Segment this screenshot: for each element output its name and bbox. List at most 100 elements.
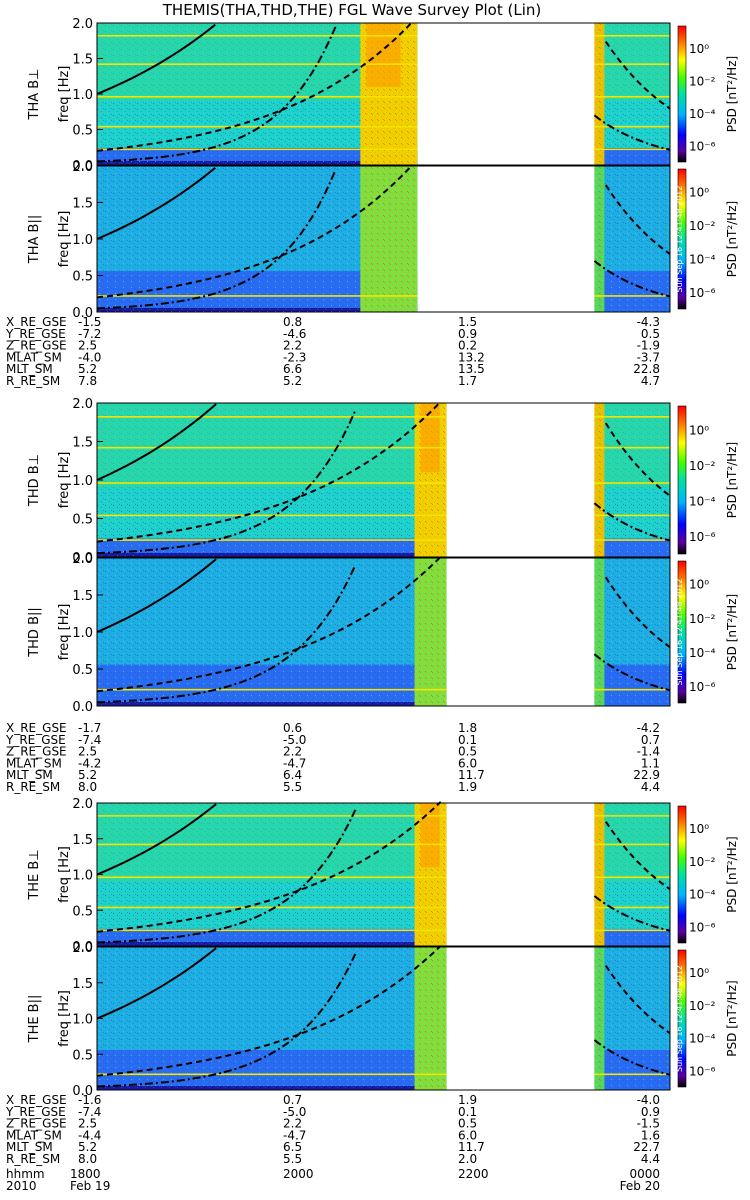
ephemeris-value: 6.4 (283, 768, 302, 782)
cyclotron-curve-solid (96, 947, 217, 1020)
y-tick-label: 0.5 (72, 270, 93, 285)
y-tick-label: 1.5 (72, 436, 93, 451)
colorbar-label: PSD [nT²/Hz] (725, 980, 739, 1056)
high-power-speckle (594, 558, 605, 706)
cyclotron-curve-dashed (96, 401, 442, 543)
panel-label: THD B⊥ (27, 454, 42, 507)
colorbar-tick-label: 10⁻² (689, 612, 716, 626)
ephemeris-value: 5.2 (78, 768, 97, 782)
ephemeris-value: 1.6 (641, 1128, 660, 1142)
ephemeris-value: -1.9 (637, 339, 660, 353)
y-axis-label: freq [Hz] (57, 604, 72, 661)
ephemeris-value: 0.1 (458, 1105, 477, 1119)
ephemeris-value: 1.1 (641, 756, 660, 770)
cyclotron-curve-dashdot (96, 409, 357, 555)
cyclotron-curve-dashdot (593, 114, 671, 151)
cyclotron-curve-dashed (604, 576, 671, 649)
y-tick-label: 0.0 (72, 940, 93, 955)
high-power-core (366, 23, 401, 87)
colorbar-tick-label: 10⁰ (689, 578, 709, 592)
colorbar (677, 405, 687, 555)
y-tick-label: 2.0 (72, 160, 93, 175)
ephemeris-value: 0.1 (458, 733, 477, 747)
y-tick-label: 0.0 (72, 551, 93, 566)
cyclotron-curve-dashed (96, 164, 413, 299)
ephemeris-value: 7.8 (78, 374, 97, 388)
high-power-speckle (594, 947, 605, 1090)
colorbar (677, 805, 687, 944)
y-tick-label: 2.0 (72, 17, 93, 32)
ephemeris-value: 13.5 (458, 362, 485, 376)
ephemeris-value: -5.0 (283, 1105, 306, 1119)
high-power-speckle (594, 803, 605, 946)
spectrogram-panel: 2.0 1.5 1.0 0.5 0.0 freq [Hz] THA B|| 10⁰ 10⁻² 10… (27, 160, 739, 321)
colorbar (677, 560, 687, 704)
ephemeris-value: -4.7 (283, 1128, 306, 1142)
y-tick-label: 0.0 (72, 159, 93, 174)
y-tick-label: 0.5 (72, 1048, 93, 1063)
ephemeris-row-name: X_RE_GSE (6, 315, 67, 329)
ephemeris-value: -2.3 (283, 350, 306, 364)
cyclotron-curve-dashed (604, 41, 671, 110)
ephemeris-block: X_RE_GSE -1.7 0.6 1.8 -4.2 Y_RE_GSE -7.4 -5.0 0.… (5, 721, 660, 794)
figure-title: THEMIS(THA,THD,THE) FGL Wave Survey Plot… (162, 1, 541, 19)
ephemeris-value: -1.5 (637, 1117, 660, 1131)
timestamp-note: Sun Sep 16 12:41:48 2012 (675, 579, 684, 686)
cyclotron-curve-dashed (96, 945, 442, 1077)
high-power-speckle (414, 947, 447, 1090)
ephemeris-value: 2.2 (283, 1117, 302, 1131)
spectrogram-upper-band (597, 403, 670, 488)
ephemeris-value: 0.9 (641, 1105, 660, 1119)
colorbar (677, 25, 687, 163)
high-power-speckle (594, 23, 605, 165)
ephemeris-value: 5.5 (283, 780, 302, 794)
ephemeris-value: 4.4 (641, 1152, 660, 1166)
y-tick-label: 1.0 (72, 626, 93, 641)
ephemeris-value: 8.0 (78, 780, 97, 794)
ephemeris-value: -4.2 (637, 721, 660, 735)
cyclotron-curve-dashdot (96, 169, 337, 310)
high-power-speckle (594, 403, 605, 557)
y-tick-label: 2.0 (72, 941, 93, 956)
time-axis-labels: hhmm 1800 2000 2200 0000 2010 Feb 19 Feb 20 (6, 1167, 660, 1193)
cyclotron-curve-solid (96, 403, 217, 481)
y-tick-label: 0.0 (72, 1084, 93, 1099)
cyclotron-curve-solid (96, 23, 216, 95)
spectrogram-noise (97, 558, 447, 706)
colorbar-tick-label: 10⁻⁴ (689, 888, 716, 902)
ephemeris-value: 5.2 (78, 1140, 97, 1154)
ephemeris-value: -1.5 (78, 315, 101, 329)
colorbar-tick-label: 10⁰ (689, 185, 709, 199)
ephemeris-value: 2.5 (78, 745, 97, 759)
cyclotron-curve-dashdot (96, 809, 357, 944)
ephemeris-value: 6.5 (283, 1140, 302, 1154)
colorbar-tick-label: 10⁻⁴ (689, 495, 716, 509)
ephemeris-value: 0.5 (458, 745, 477, 759)
cyclotron-curve-solid (96, 558, 217, 633)
cyclotron-curve-dashed (96, 21, 413, 152)
ephemeris-row-name: R_RE_SM (6, 1152, 60, 1166)
y-tick-label: 1.0 (72, 474, 93, 489)
cyclotron-curve-dashdot (593, 502, 671, 542)
colorbar (677, 949, 687, 1088)
ephemeris-block: X_RE_GSE -1.6 0.7 1.9 -4.0 Y_RE_GSE -7.4 -5.0 0.… (5, 1093, 660, 1166)
cyclotron-curve-dashdot (593, 895, 671, 932)
spectrogram-upper-band (597, 803, 670, 882)
colorbar (677, 168, 687, 310)
cyclotron-curve-dashed (604, 821, 671, 891)
ephemeris-row-name: MLT_SM (6, 362, 53, 376)
colorbar-tick-label: 10⁻⁴ (689, 646, 716, 660)
colorbar-tick-label: 10⁻⁴ (689, 253, 716, 267)
colorbar-label: PSD [nT²/Hz] (725, 201, 739, 277)
cyclotron-curve-dashdot (96, 953, 357, 1088)
y-tick-label: 2.0 (72, 552, 93, 567)
colorbar-tick-label: 10⁰ (689, 424, 709, 438)
ephemeris-value: 0.7 (283, 1093, 302, 1107)
ephemeris-row-name: Z_RE_GSE (6, 339, 67, 353)
y-tick-label: 0.0 (72, 306, 93, 321)
ephemeris-value: 22.8 (633, 362, 660, 376)
ephemeris-row-name: MLAT_SM (6, 1128, 62, 1142)
cyclotron-curve-dashdot (96, 564, 357, 704)
cyclotron-curve-solid (96, 167, 216, 240)
